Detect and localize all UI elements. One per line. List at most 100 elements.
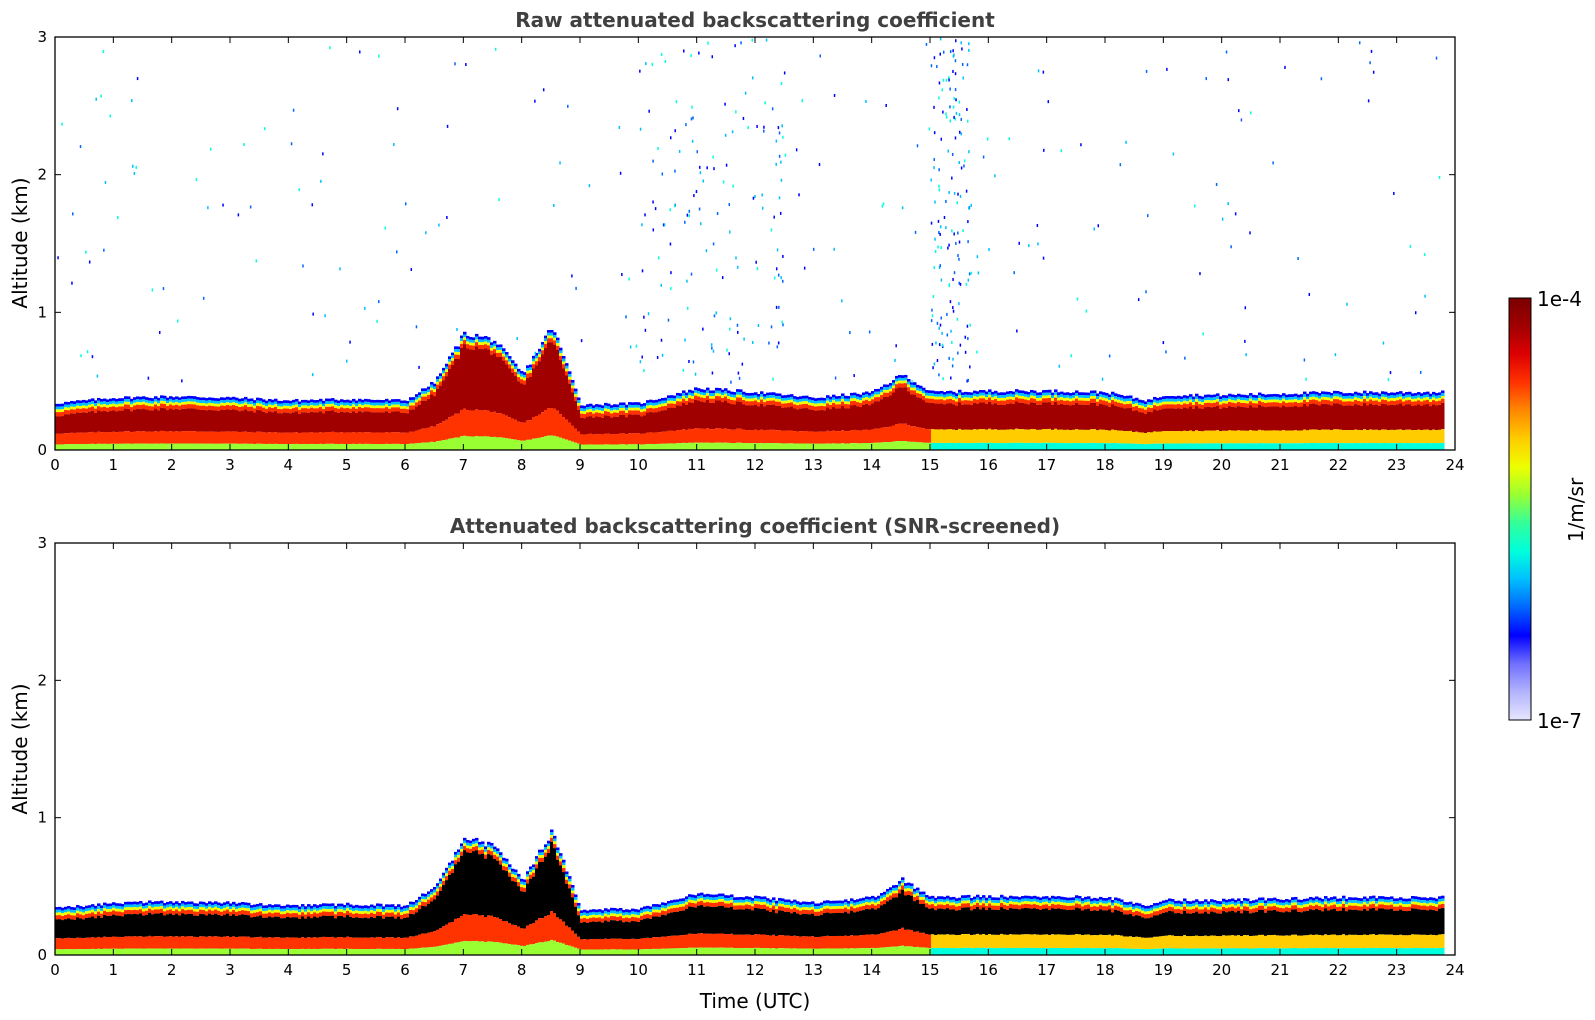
heatmap-cell [724, 388, 728, 391]
heatmap-column [1108, 394, 1112, 450]
x-tick-label: 24 [1445, 456, 1464, 474]
noise-pixel [711, 371, 714, 375]
heatmap-cell [871, 399, 875, 404]
heatmap-cell [1042, 442, 1046, 450]
heatmap-column [1252, 394, 1256, 450]
heatmap-cell [124, 398, 128, 402]
heatmap-cell [127, 901, 131, 905]
noise-pixel [958, 100, 961, 104]
heatmap-cell [61, 913, 65, 916]
heatmap-cell [667, 430, 671, 444]
heatmap-cell [937, 442, 941, 450]
heatmap-cell [121, 431, 125, 444]
noise-pixel [943, 216, 946, 220]
heatmap-cell [1291, 399, 1295, 403]
heatmap-cell [727, 429, 731, 443]
heatmap-cell [898, 441, 902, 450]
heatmap-cell [184, 408, 188, 432]
heatmap-column [163, 395, 167, 450]
heatmap-cell [172, 908, 176, 911]
heatmap-cell [1393, 400, 1397, 406]
heatmap-cell [193, 431, 197, 444]
heatmap-cell [751, 430, 755, 444]
heatmap-cell [883, 384, 887, 388]
heatmap-cell [1111, 399, 1115, 405]
heatmap-cell [268, 912, 272, 917]
heatmap-cell [379, 408, 383, 413]
heatmap-cell [973, 403, 977, 430]
noise-pixel [1382, 341, 1385, 345]
heatmap-cell [154, 903, 158, 907]
heatmap-cell [157, 901, 161, 904]
heatmap-column [670, 395, 674, 450]
heatmap-cell [1075, 398, 1079, 403]
heatmap-cell [652, 405, 656, 409]
heatmap-cell [889, 385, 893, 389]
noise-pixel [730, 380, 732, 384]
heatmap-cell [178, 402, 182, 406]
heatmap-cell [637, 410, 641, 415]
heatmap-column [199, 397, 203, 450]
heatmap-cell [676, 405, 680, 431]
heatmap-cell [295, 432, 299, 444]
heatmap-cell [1348, 430, 1352, 444]
heatmap-cell [556, 340, 560, 344]
heatmap-cell [1360, 401, 1364, 406]
heatmap-column [616, 404, 620, 450]
heatmap-cell [859, 400, 863, 403]
heatmap-cell [754, 404, 758, 430]
noise-pixel [1060, 149, 1063, 153]
noise-pixel [1018, 241, 1020, 245]
heatmap-cell [271, 399, 275, 403]
heatmap-cell [1411, 405, 1415, 431]
heatmap-cell [64, 404, 68, 408]
heatmap-cell [514, 419, 518, 440]
heatmap-cell [736, 397, 740, 402]
heatmap-cell [184, 401, 188, 405]
heatmap-cell [898, 387, 902, 424]
heatmap-cell [1324, 397, 1328, 400]
heatmap-cell [1138, 407, 1142, 413]
heatmap-cell [973, 396, 977, 399]
heatmap-column [850, 392, 854, 450]
heatmap-cell [220, 903, 224, 907]
heatmap-cell [598, 404, 602, 408]
noise-pixel [940, 316, 942, 320]
heatmap-cell [286, 400, 290, 404]
heatmap-cell [283, 949, 287, 955]
heatmap-column [808, 396, 812, 450]
heatmap-cell [739, 394, 743, 398]
heatmap-cell [331, 400, 335, 404]
heatmap-column [112, 902, 116, 955]
heatmap-cell [433, 389, 437, 392]
heatmap-cell [343, 400, 347, 403]
noise-pixel [967, 337, 969, 341]
heatmap-cell [211, 410, 215, 432]
noise-pixel [772, 377, 774, 381]
heatmap-cell [1210, 397, 1214, 401]
heatmap-cell [991, 400, 995, 405]
heatmap-cell [793, 404, 797, 409]
heatmap-cell [397, 432, 401, 444]
noise-pixel [951, 229, 953, 233]
heatmap-cell [280, 937, 284, 950]
heatmap-cell [196, 911, 200, 916]
heatmap-cell [706, 400, 710, 429]
heatmap-cell [964, 394, 968, 398]
heatmap-cell [1147, 402, 1151, 405]
heatmap-cell [640, 406, 644, 410]
heatmap-cell [1219, 396, 1223, 400]
heatmap-cell [217, 905, 221, 909]
heatmap-cell [619, 444, 623, 450]
heatmap-column [871, 391, 875, 450]
heatmap-cell [493, 353, 497, 412]
heatmap-cell [1066, 443, 1070, 450]
heatmap-cell [751, 392, 755, 396]
heatmap-column [913, 382, 917, 450]
heatmap-cell [139, 948, 143, 955]
heatmap-cell [817, 431, 821, 444]
heatmap-cell [1417, 392, 1421, 395]
heatmap-cell [904, 377, 908, 381]
heatmap-cell [274, 909, 278, 913]
heatmap-cell [247, 902, 251, 906]
